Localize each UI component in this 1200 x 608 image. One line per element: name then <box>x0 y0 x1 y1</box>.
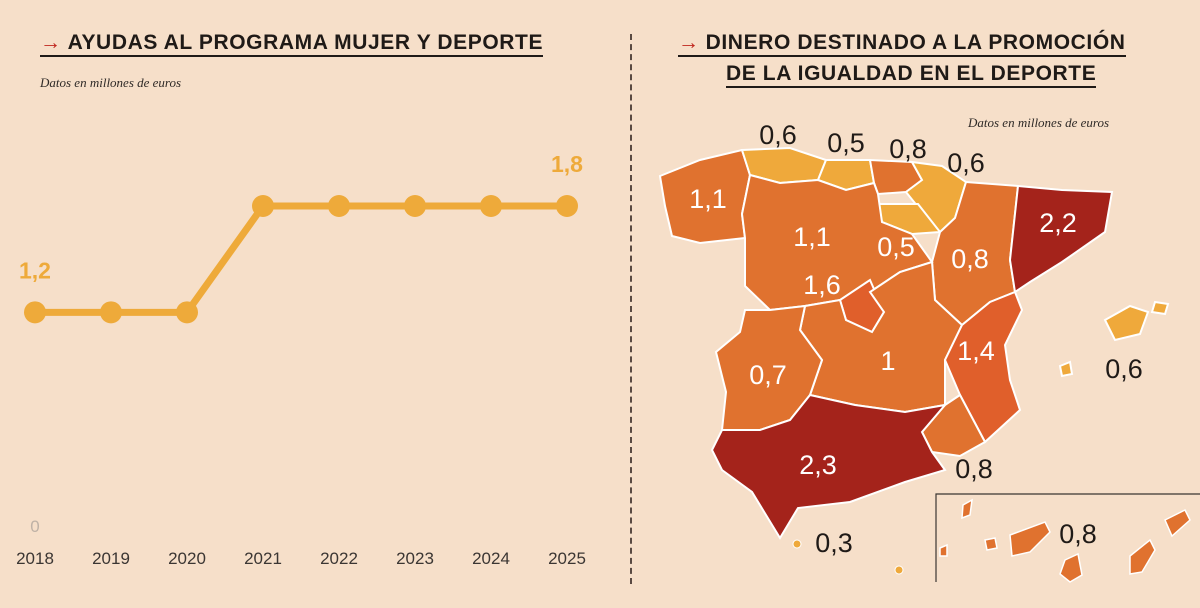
region-cataluna <box>1008 184 1114 294</box>
x-tick-2025: 2025 <box>548 549 586 568</box>
region-valencia <box>943 290 1024 444</box>
label-cantabria: 0,5 <box>827 128 865 158</box>
region-canarias <box>939 498 1191 583</box>
data-point-2021 <box>252 195 274 217</box>
line-chart-title: → AYUDAS AL PROGRAMA MUJER Y DEPORTE <box>40 27 544 58</box>
map-subtitle: Datos en millones de euros <box>968 115 1110 130</box>
label-baleares: 0,6 <box>1105 354 1143 384</box>
label-valencia: 1,4 <box>957 336 995 366</box>
data-point-2023 <box>404 195 426 217</box>
y-tick-0: 0 <box>30 517 39 536</box>
x-tick-2021: 2021 <box>244 549 282 568</box>
line-chart-subtitle: Datos en millones de euros <box>40 75 182 90</box>
x-tick-2018: 2018 <box>16 549 54 568</box>
x-tick-2022: 2022 <box>320 549 358 568</box>
data-point-2025 <box>556 195 578 217</box>
data-point-2019 <box>100 301 122 324</box>
label-castilla-leon: 1,1 <box>793 222 831 252</box>
label-extremadura: 0,7 <box>749 360 787 390</box>
label-galicia: 1,1 <box>689 184 727 214</box>
label-andalucia: 2,3 <box>799 450 837 480</box>
label-navarra: 0,6 <box>947 148 985 178</box>
map-title: → DINERO DESTINADO A LA PROMOCIÓN DE LA I… <box>678 27 1126 89</box>
line-chart: 1,2 1,8 2018 2019 2020 2021 2022 2023 2024 2025 0 <box>16 151 586 568</box>
canarias-inset-frame <box>935 493 1200 582</box>
x-tick-2023: 2023 <box>396 549 434 568</box>
panel-divider <box>630 34 632 584</box>
x-tick-2019: 2019 <box>92 549 130 568</box>
arrow-icon: → <box>678 31 700 54</box>
label-la-rioja: 0,5 <box>877 232 915 262</box>
data-point-2022 <box>328 195 350 217</box>
region-baleares <box>1058 300 1170 378</box>
label-ceuta-melilla: 0,3 <box>815 528 853 558</box>
map-panel: → DINERO DESTINADO A LA PROMOCIÓN DE LA I… <box>640 0 1200 608</box>
label-castilla-la-mancha: 1 <box>880 346 895 376</box>
label-murcia: 0,8 <box>955 454 993 484</box>
x-tick-2024: 2024 <box>472 549 510 568</box>
line-chart-title-text: AYUDAS AL PROGRAMA MUJER Y DEPORTE <box>67 31 544 54</box>
label-aragon: 0,8 <box>951 244 989 274</box>
spain-map: 1,1 0,6 0,5 0,8 0,6 0,5 0,8 2,2 1,1 1,6 … <box>658 120 1200 583</box>
data-point-2024 <box>480 195 502 217</box>
region-castilla-leon <box>740 173 934 312</box>
map-title-line1: DINERO DESTINADO A LA PROMOCIÓN <box>705 31 1126 54</box>
line-chart-panel: → AYUDAS AL PROGRAMA MUJER Y DEPORTE Dato… <box>16 27 586 568</box>
label-pais-vasco: 0,8 <box>889 134 927 164</box>
x-tick-2020: 2020 <box>168 549 206 568</box>
map-title-line2: DE LA IGUALDAD EN EL DEPORTE <box>726 62 1097 88</box>
series-line <box>35 202 567 316</box>
arrow-icon: → <box>40 31 62 54</box>
region-andalucia <box>710 393 948 540</box>
value-label-2025: 1,8 <box>551 151 583 177</box>
label-cataluna: 2,2 <box>1039 208 1077 238</box>
value-label-2018: 1,2 <box>19 257 51 283</box>
label-madrid: 1,6 <box>803 270 841 300</box>
region-ceuta-melilla <box>792 539 904 575</box>
data-point-2018 <box>24 301 46 324</box>
data-point-2020 <box>176 301 198 324</box>
label-asturias: 0,6 <box>759 120 797 150</box>
label-canarias: 0,8 <box>1059 519 1097 549</box>
